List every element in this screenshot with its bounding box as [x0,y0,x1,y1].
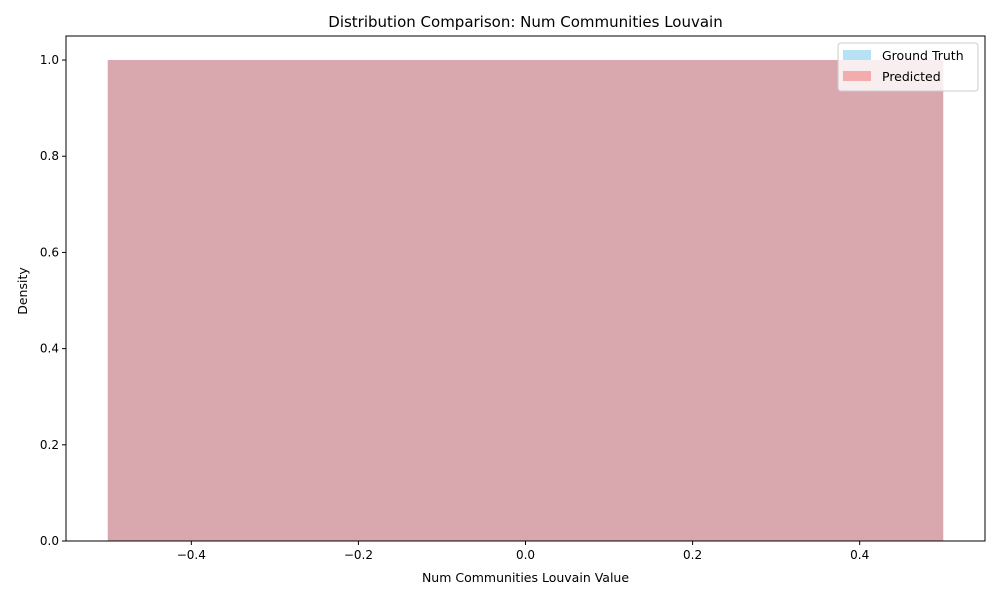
x-tick-label: −0.4 [177,548,206,562]
x-tick-label: 0.4 [850,548,869,562]
x-axis-ticks: −0.4 −0.2 0.0 0.2 0.4 [177,541,869,562]
legend-swatch [843,71,871,81]
y-tick-label: 0.4 [40,342,59,356]
chart-title: Distribution Comparison: Num Communities… [328,13,722,31]
y-tick-label: 0.6 [40,245,59,259]
legend-label: Ground Truth [882,48,964,63]
legend-swatch [843,50,871,60]
x-axis-label: Num Communities Louvain Value [422,570,629,585]
y-tick-label: 0.0 [40,534,59,548]
x-tick-label: −0.2 [344,548,373,562]
x-tick-label: 0.2 [683,548,702,562]
legend-label: Predicted [882,69,941,84]
y-tick-label: 0.2 [40,438,59,452]
y-axis-ticks: 0.0 0.2 0.4 0.6 0.8 1.0 [40,53,66,548]
y-axis-label: Density [15,267,30,315]
legend-box [837,42,979,92]
bar-predicted-0 [107,60,944,542]
y-tick-label: 0.8 [40,149,59,163]
bars-layer [107,60,944,542]
legend: Ground Truth Predicted [837,42,979,92]
axes-frame [65,35,986,542]
x-tick-label: 0.0 [516,548,535,562]
y-tick-label: 1.0 [40,53,59,67]
